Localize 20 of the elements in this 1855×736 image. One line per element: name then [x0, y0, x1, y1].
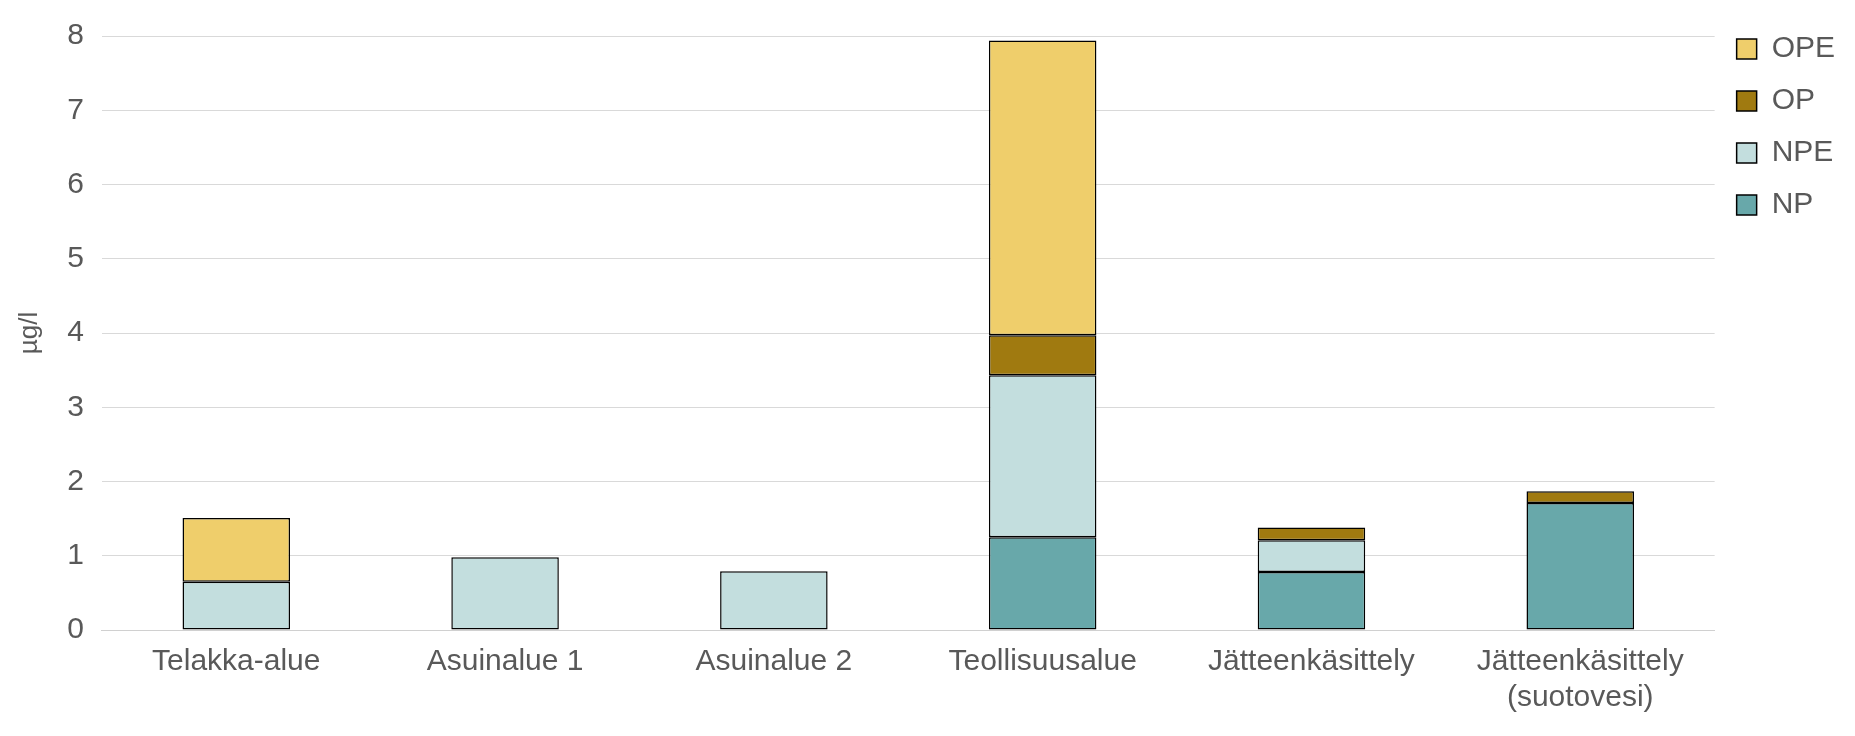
- x-tick-label: Asuinalue 1: [426, 643, 584, 677]
- legend-label: OPE: [1771, 30, 1835, 64]
- y-tick-label: 2: [67, 462, 84, 496]
- legend-label: OP: [1771, 82, 1815, 116]
- x-tick-label: Teollisuusalue: [948, 643, 1137, 677]
- y-tick-label: 4: [67, 314, 84, 348]
- y-tick-label: 5: [67, 240, 84, 274]
- x-tick-label: Telakka-alue: [152, 643, 321, 677]
- y-tick-label: 8: [67, 17, 84, 51]
- y-tick-label: 0: [67, 611, 84, 645]
- legend-label: NPE: [1771, 134, 1834, 168]
- y-tick-label: 6: [67, 165, 84, 199]
- legend-label: NP: [1771, 186, 1814, 220]
- y-tick-label: 7: [67, 91, 84, 125]
- y-tick-label: 1: [67, 537, 84, 571]
- x-tick-label: Jätteenkäsittely (suotovesi): [1476, 643, 1684, 713]
- x-tick-label: Asuinalue 2: [695, 643, 853, 677]
- y-tick-label: 3: [67, 388, 84, 422]
- y-axis-title: µg/l: [12, 311, 43, 355]
- x-tick-label: Jätteenkäsittely: [1208, 643, 1415, 677]
